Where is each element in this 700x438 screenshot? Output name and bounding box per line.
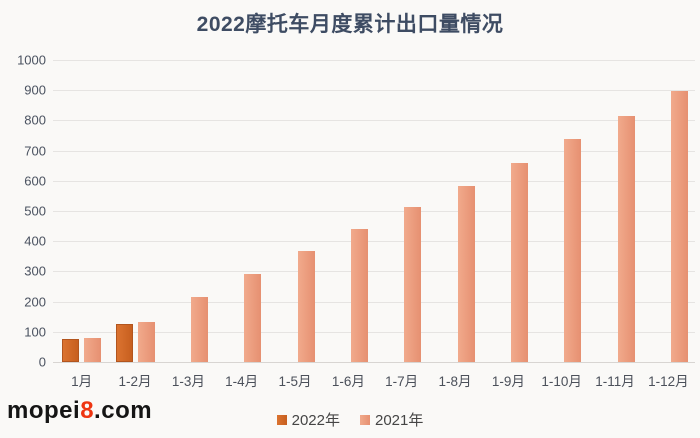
gridline <box>53 90 695 92</box>
legend-item-2022年: 2022年 <box>276 409 340 430</box>
x-tick-label: 1-7月 <box>385 374 419 389</box>
gridline <box>53 120 695 122</box>
gridline <box>53 362 695 363</box>
gridline <box>53 301 695 303</box>
x-tick-label: 1-6月 <box>331 374 365 389</box>
bar-2021年-1-9月 <box>510 162 528 362</box>
gridline <box>53 150 695 152</box>
x-tick-label: 1-2月 <box>118 374 152 389</box>
gridline <box>53 211 695 212</box>
bar-2021年-1-11月 <box>617 116 635 362</box>
bar-2021年-1-2月 <box>137 322 155 362</box>
bar-2021年-1-3月 <box>190 297 208 362</box>
gridline <box>53 271 695 273</box>
legend-swatch <box>276 414 287 425</box>
gridline <box>53 241 695 243</box>
bar-2021年-1-10月 <box>564 139 582 362</box>
x-tick-label: 1-8月 <box>438 374 472 389</box>
y-tick-label: 400 <box>24 233 46 249</box>
y-tick-label: 600 <box>24 173 46 189</box>
bar-2021年-1-4月 <box>244 273 262 362</box>
bar-2021年-1-12月 <box>670 91 688 362</box>
x-tick-label: 1-10月 <box>541 374 582 389</box>
chart-title: 2022摩托车月度累计出口量情况 <box>196 13 504 36</box>
bar-2021年-1-6月 <box>350 229 368 362</box>
plot-area <box>53 60 695 363</box>
x-tick-label: 1-3月 <box>171 374 205 389</box>
y-tick-label: 0 <box>38 354 46 370</box>
legend-swatch <box>360 414 370 425</box>
x-tick-label: 1-5月 <box>278 374 312 389</box>
legend-label: 2021年 <box>375 412 424 429</box>
y-tick-label: 700 <box>24 143 46 159</box>
y-tick-label: 200 <box>24 294 46 310</box>
gridline <box>53 331 695 333</box>
watermark-text: mopei <box>7 397 81 424</box>
x-axis: 1月 1-2月 1-3月 1-4月 1-5月 1-6月 1-7月 1-8月 1-9月 1-10月 1… <box>55 370 695 389</box>
y-tick-label: 1000 <box>17 52 46 68</box>
x-tick-label: 1-9月 <box>491 374 525 389</box>
bar-2021年-1月 <box>84 337 102 362</box>
y-axis: 0 100 200 300 400 500 600 700 800 900 1000 <box>0 53 46 370</box>
y-tick-label: 500 <box>24 203 46 219</box>
x-tick-label: 1-4月 <box>225 374 259 389</box>
bar-2021年-1-7月 <box>404 207 422 362</box>
y-tick-label: 900 <box>24 82 46 98</box>
x-tick-label: 1月 <box>71 374 93 389</box>
gridline <box>53 60 695 61</box>
gridline <box>53 180 695 182</box>
legend-label: 2022年 <box>291 412 340 429</box>
bar-2022年-1月 <box>62 339 80 362</box>
watermark-tld: .com <box>94 397 153 424</box>
watermark-digit: 8 <box>80 397 95 424</box>
x-tick-label: 1-11月 <box>595 374 635 389</box>
legend-item-2021年: 2021年 <box>360 409 423 430</box>
watermark-site-name: mopei8.com <box>7 397 152 425</box>
legend: 2022年 2021年 <box>0 409 700 430</box>
x-tick-label: 1-12月 <box>648 374 689 389</box>
bar-2022年-1-2月 <box>115 323 133 362</box>
y-tick-label: 100 <box>24 324 46 340</box>
y-tick-label: 800 <box>24 112 46 128</box>
bar-2021年-1-5月 <box>297 251 315 362</box>
bar-2021年-1-8月 <box>457 186 475 362</box>
y-tick-label: 300 <box>24 263 46 279</box>
